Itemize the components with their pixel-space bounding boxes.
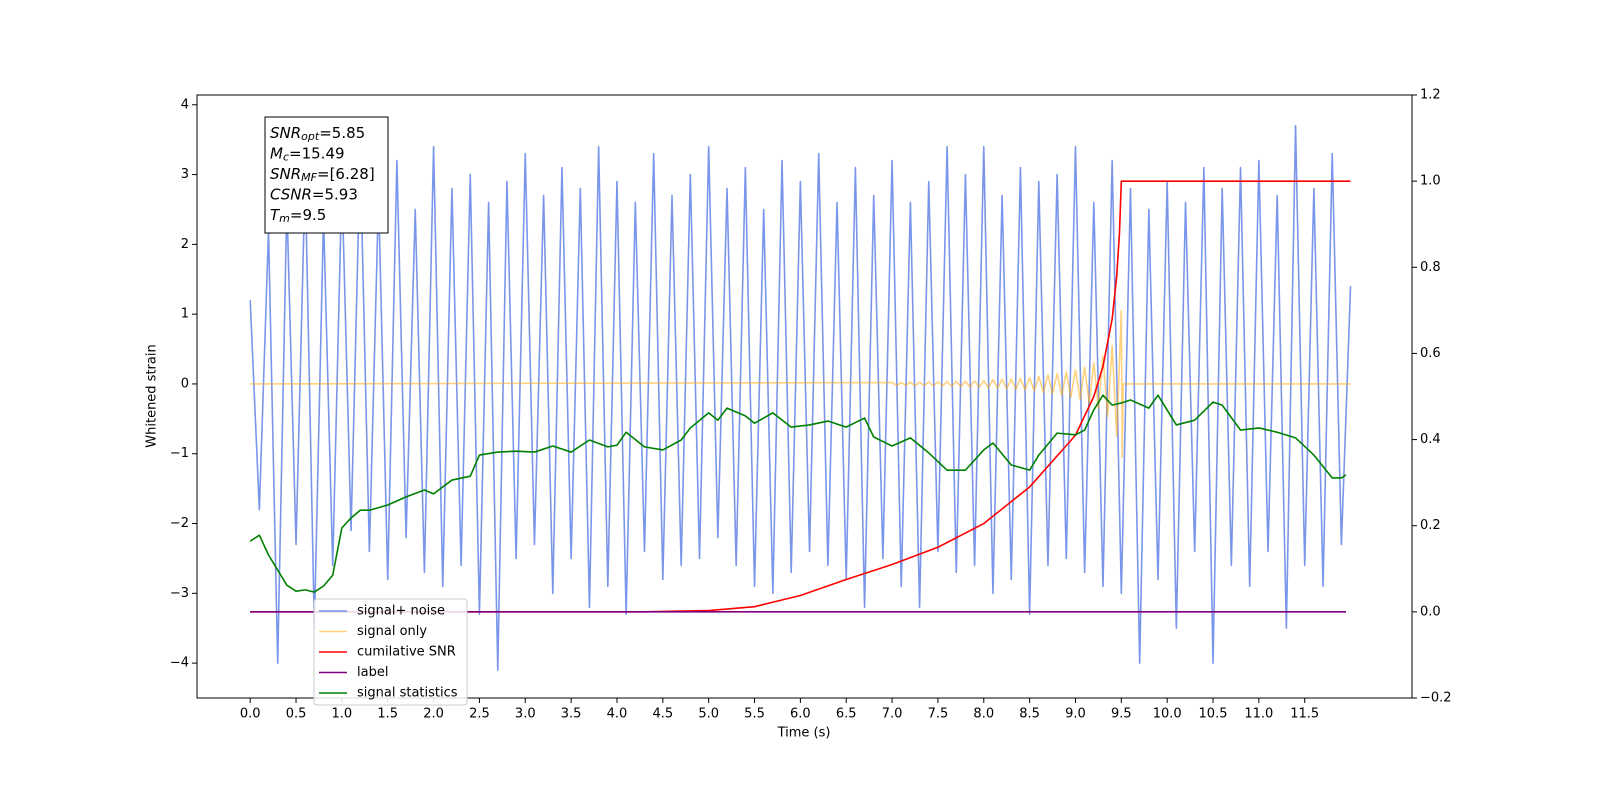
- series-line: [250, 309, 1351, 459]
- annotation-value: =5.85: [319, 124, 365, 142]
- legend-box: [313, 598, 468, 706]
- x-tick-label: 7.5: [928, 707, 949, 722]
- annotation-line: CSNR=5.93: [270, 185, 358, 203]
- x-tick-label: 11.0: [1244, 707, 1273, 722]
- annotation-subscript: m: [279, 212, 290, 225]
- annotation-value: =[6.28]: [317, 165, 375, 183]
- y2-tick-label: 1.2: [1420, 88, 1441, 103]
- x-tick-label: 2.5: [469, 707, 490, 722]
- annotation-value: =15.49: [289, 144, 345, 162]
- x-tick-label: 7.0: [882, 707, 903, 722]
- y-axis-label: Whitened strain: [145, 344, 160, 447]
- y-tick-label: −2: [170, 516, 189, 531]
- y-tick-label: 3: [181, 167, 189, 182]
- x-tick-label: 6.0: [790, 707, 811, 722]
- x-tick-label: 0.0: [240, 707, 261, 722]
- x-tick-label: 3.0: [515, 707, 536, 722]
- y-tick-label: 2: [181, 237, 189, 252]
- x-tick-label: 10.5: [1199, 707, 1228, 722]
- x-tick-label: 3.5: [561, 707, 582, 722]
- x-tick-label: 4.5: [652, 707, 673, 722]
- x-tick-label: 1.5: [377, 707, 398, 722]
- annotation-subscript: c: [283, 151, 289, 164]
- x-tick-label: 5.0: [698, 707, 719, 722]
- annotation-symbol: T: [270, 206, 281, 224]
- legend-label: cumilative SNR: [357, 645, 456, 660]
- annotation-symbol: CSNR: [270, 185, 312, 203]
- legend-label: signal+ noise: [357, 604, 445, 619]
- y-tick-label: 4: [181, 97, 189, 112]
- annotation-value: =5.93: [312, 185, 358, 203]
- annotation-line: SNRopt=5.85: [270, 124, 365, 144]
- annotation-line: SNRMF=[6.28]: [270, 165, 375, 185]
- y-tick-label: 1: [181, 307, 189, 322]
- series-line: [250, 180, 1351, 613]
- y2-tick-label: 0.8: [1420, 260, 1441, 275]
- y-tick-label: −1: [170, 446, 189, 461]
- x-tick-label: 10.0: [1153, 707, 1182, 722]
- legend-label: label: [357, 665, 388, 680]
- annotation-value: =9.5: [290, 206, 326, 224]
- x-tick-label: 5.5: [744, 707, 765, 722]
- x-tick-label: 6.5: [836, 707, 857, 722]
- x-tick-label: 8.0: [973, 707, 994, 722]
- y2-tick-label: −0.2: [1420, 691, 1452, 706]
- y2-tick-label: 0.6: [1420, 346, 1441, 361]
- axes-frame: [196, 94, 1413, 699]
- y2-tick-label: 1.0: [1420, 174, 1441, 189]
- series-line: [249, 394, 1347, 593]
- annotation-line: Tm=9.5: [270, 206, 326, 226]
- x-tick-label: 8.5: [1019, 707, 1040, 722]
- legend-label: signal statistics: [357, 686, 458, 701]
- y2-tick-label: 0.0: [1420, 604, 1441, 619]
- x-axis-label: Time (s): [777, 726, 831, 741]
- y2-tick-label: 0.2: [1420, 518, 1441, 533]
- annotation-subscript: MF: [301, 171, 317, 184]
- x-tick-label: 4.0: [607, 707, 628, 722]
- x-tick-label: 9.0: [1065, 707, 1086, 722]
- legend-label: signal only: [357, 624, 427, 639]
- x-tick-label: 2.0: [423, 707, 444, 722]
- x-tick-label: 0.5: [286, 707, 307, 722]
- y-tick-label: 0: [181, 376, 189, 391]
- annotation-line: Mc=15.49: [270, 144, 345, 164]
- annotation-symbol: SNR: [270, 124, 301, 142]
- y-tick-label: −4: [170, 656, 189, 671]
- x-tick-label: 11.5: [1290, 707, 1319, 722]
- annotation-subscript: opt: [301, 130, 320, 143]
- x-tick-label: 1.0: [332, 707, 353, 722]
- annotation-box: [264, 116, 389, 234]
- annotation-symbol: M: [270, 144, 283, 162]
- x-tick-label: 9.5: [1111, 707, 1132, 722]
- y-tick-label: −3: [170, 586, 189, 601]
- y2-tick-label: 0.4: [1420, 432, 1441, 447]
- annotation-symbol: SNR: [270, 165, 301, 183]
